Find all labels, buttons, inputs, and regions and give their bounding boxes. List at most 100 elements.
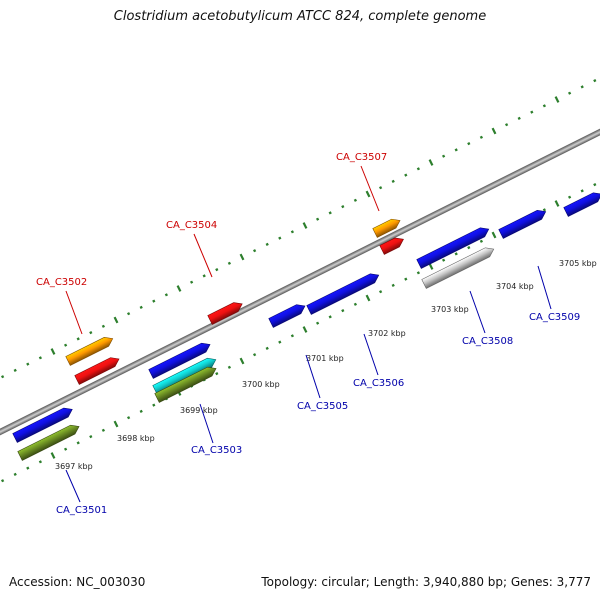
gene-label: CA_C3503 [191, 445, 242, 456]
gene-arrow-gray [421, 247, 495, 289]
label-leader-line [469, 290, 486, 334]
gene-label: CA_C3502 [36, 277, 87, 288]
tick-mark [239, 357, 245, 365]
tick-mark [152, 403, 156, 407]
tick-mark [63, 447, 68, 451]
gene-arrow-olive [17, 424, 80, 461]
gene-arrow-red [74, 357, 120, 385]
gene-label: CA_C3501 [56, 505, 107, 516]
label-leader-line [537, 265, 552, 310]
scale-label: 3703 kbp [431, 305, 469, 314]
tick-mark [341, 204, 345, 209]
gene-arrow-blue [148, 342, 211, 379]
gene-arrow-orange [372, 218, 401, 238]
scale-label: 3704 kbp [496, 282, 534, 291]
tick-mark [152, 299, 156, 303]
gene-arrow-blue [12, 407, 73, 443]
accession-text: Accession: NC_003030 [9, 575, 146, 589]
topology-summary: Topology: circular; Length: 3,940,880 bp… [261, 575, 591, 589]
tick-mark [113, 420, 119, 428]
gene-label: CA_C3509 [529, 312, 580, 323]
tick-mark [517, 116, 521, 121]
tick-mark [26, 362, 30, 366]
tick-mark [341, 308, 345, 313]
gene-arrow-blue [306, 273, 380, 315]
tick-mark [353, 302, 358, 306]
tick-mark [404, 173, 408, 177]
tick-mark [542, 208, 547, 212]
tick-mark [139, 305, 143, 310]
tick-mark [139, 409, 143, 414]
label-leader-line [65, 469, 81, 503]
tick-mark [278, 236, 282, 240]
tick-mark [428, 159, 434, 166]
tick-mark [202, 274, 206, 278]
tick-mark [26, 466, 30, 470]
tick-mark [13, 368, 17, 373]
tick-mark [391, 179, 395, 184]
tick-mark [593, 182, 597, 187]
gene-arrow-orange [65, 336, 114, 366]
gene-label: CA_C3505 [297, 401, 348, 412]
genome-axis [0, 116, 600, 444]
label-leader-line [305, 354, 321, 399]
tick-mark [101, 428, 106, 432]
tick-mark [441, 258, 446, 262]
tick-mark [416, 167, 421, 171]
tick-mark [378, 186, 383, 190]
tick-mark [530, 110, 534, 114]
tick-mark [278, 340, 282, 344]
reverse-tick-track [0, 182, 597, 483]
scale-label: 3699 kbp [180, 406, 218, 415]
gene-arrow-olive [154, 366, 217, 403]
gene-arrow-blue [268, 304, 306, 328]
tick-mark [215, 371, 219, 376]
tick-mark [227, 365, 232, 369]
tick-mark [89, 434, 93, 439]
scale-label: 3705 kbp [559, 259, 597, 268]
tick-mark [302, 326, 308, 333]
tick-mark [50, 452, 56, 459]
tick-mark [554, 96, 560, 103]
tick-mark [365, 190, 371, 198]
tick-mark [0, 375, 5, 379]
tick-mark [38, 356, 43, 360]
tick-mark [189, 280, 194, 284]
tick-mark [50, 348, 56, 355]
scale-label: 3697 kbp [55, 462, 93, 471]
label-leader-line [363, 333, 379, 376]
tick-mark [164, 293, 169, 297]
scale-label: 3702 kbp [368, 329, 406, 338]
tick-mark [416, 271, 421, 275]
gene-label: CA_C3506 [353, 378, 404, 389]
tick-mark [404, 277, 408, 281]
label-leader-line [360, 165, 380, 212]
tick-mark [315, 217, 320, 221]
tick-mark [567, 195, 572, 199]
tick-mark [126, 416, 131, 420]
tick-mark [176, 285, 182, 292]
tick-mark [89, 330, 93, 335]
gene-arrow-blue [416, 227, 490, 269]
tick-mark [391, 283, 395, 288]
label-leader-line [193, 233, 213, 278]
tick-mark [441, 154, 446, 158]
tick-mark [302, 222, 308, 229]
forward-tick-track [0, 78, 597, 379]
tick-mark [491, 231, 497, 239]
tick-mark [378, 290, 383, 294]
scale-label: 3701 kbp [306, 354, 344, 363]
gene-arrow-red [207, 302, 243, 325]
tick-mark [63, 343, 68, 347]
tick-mark [13, 472, 17, 477]
tick-mark [328, 315, 332, 319]
tick-mark [227, 261, 232, 265]
label-leader-line [65, 290, 83, 335]
tick-mark [0, 479, 5, 483]
map-title: Clostridium acetobutylicum ATCC 824, com… [113, 9, 487, 24]
tick-mark [126, 312, 131, 316]
tick-mark [467, 141, 471, 146]
tick-mark [554, 200, 560, 207]
tick-mark [580, 189, 584, 193]
tick-mark [76, 441, 80, 445]
